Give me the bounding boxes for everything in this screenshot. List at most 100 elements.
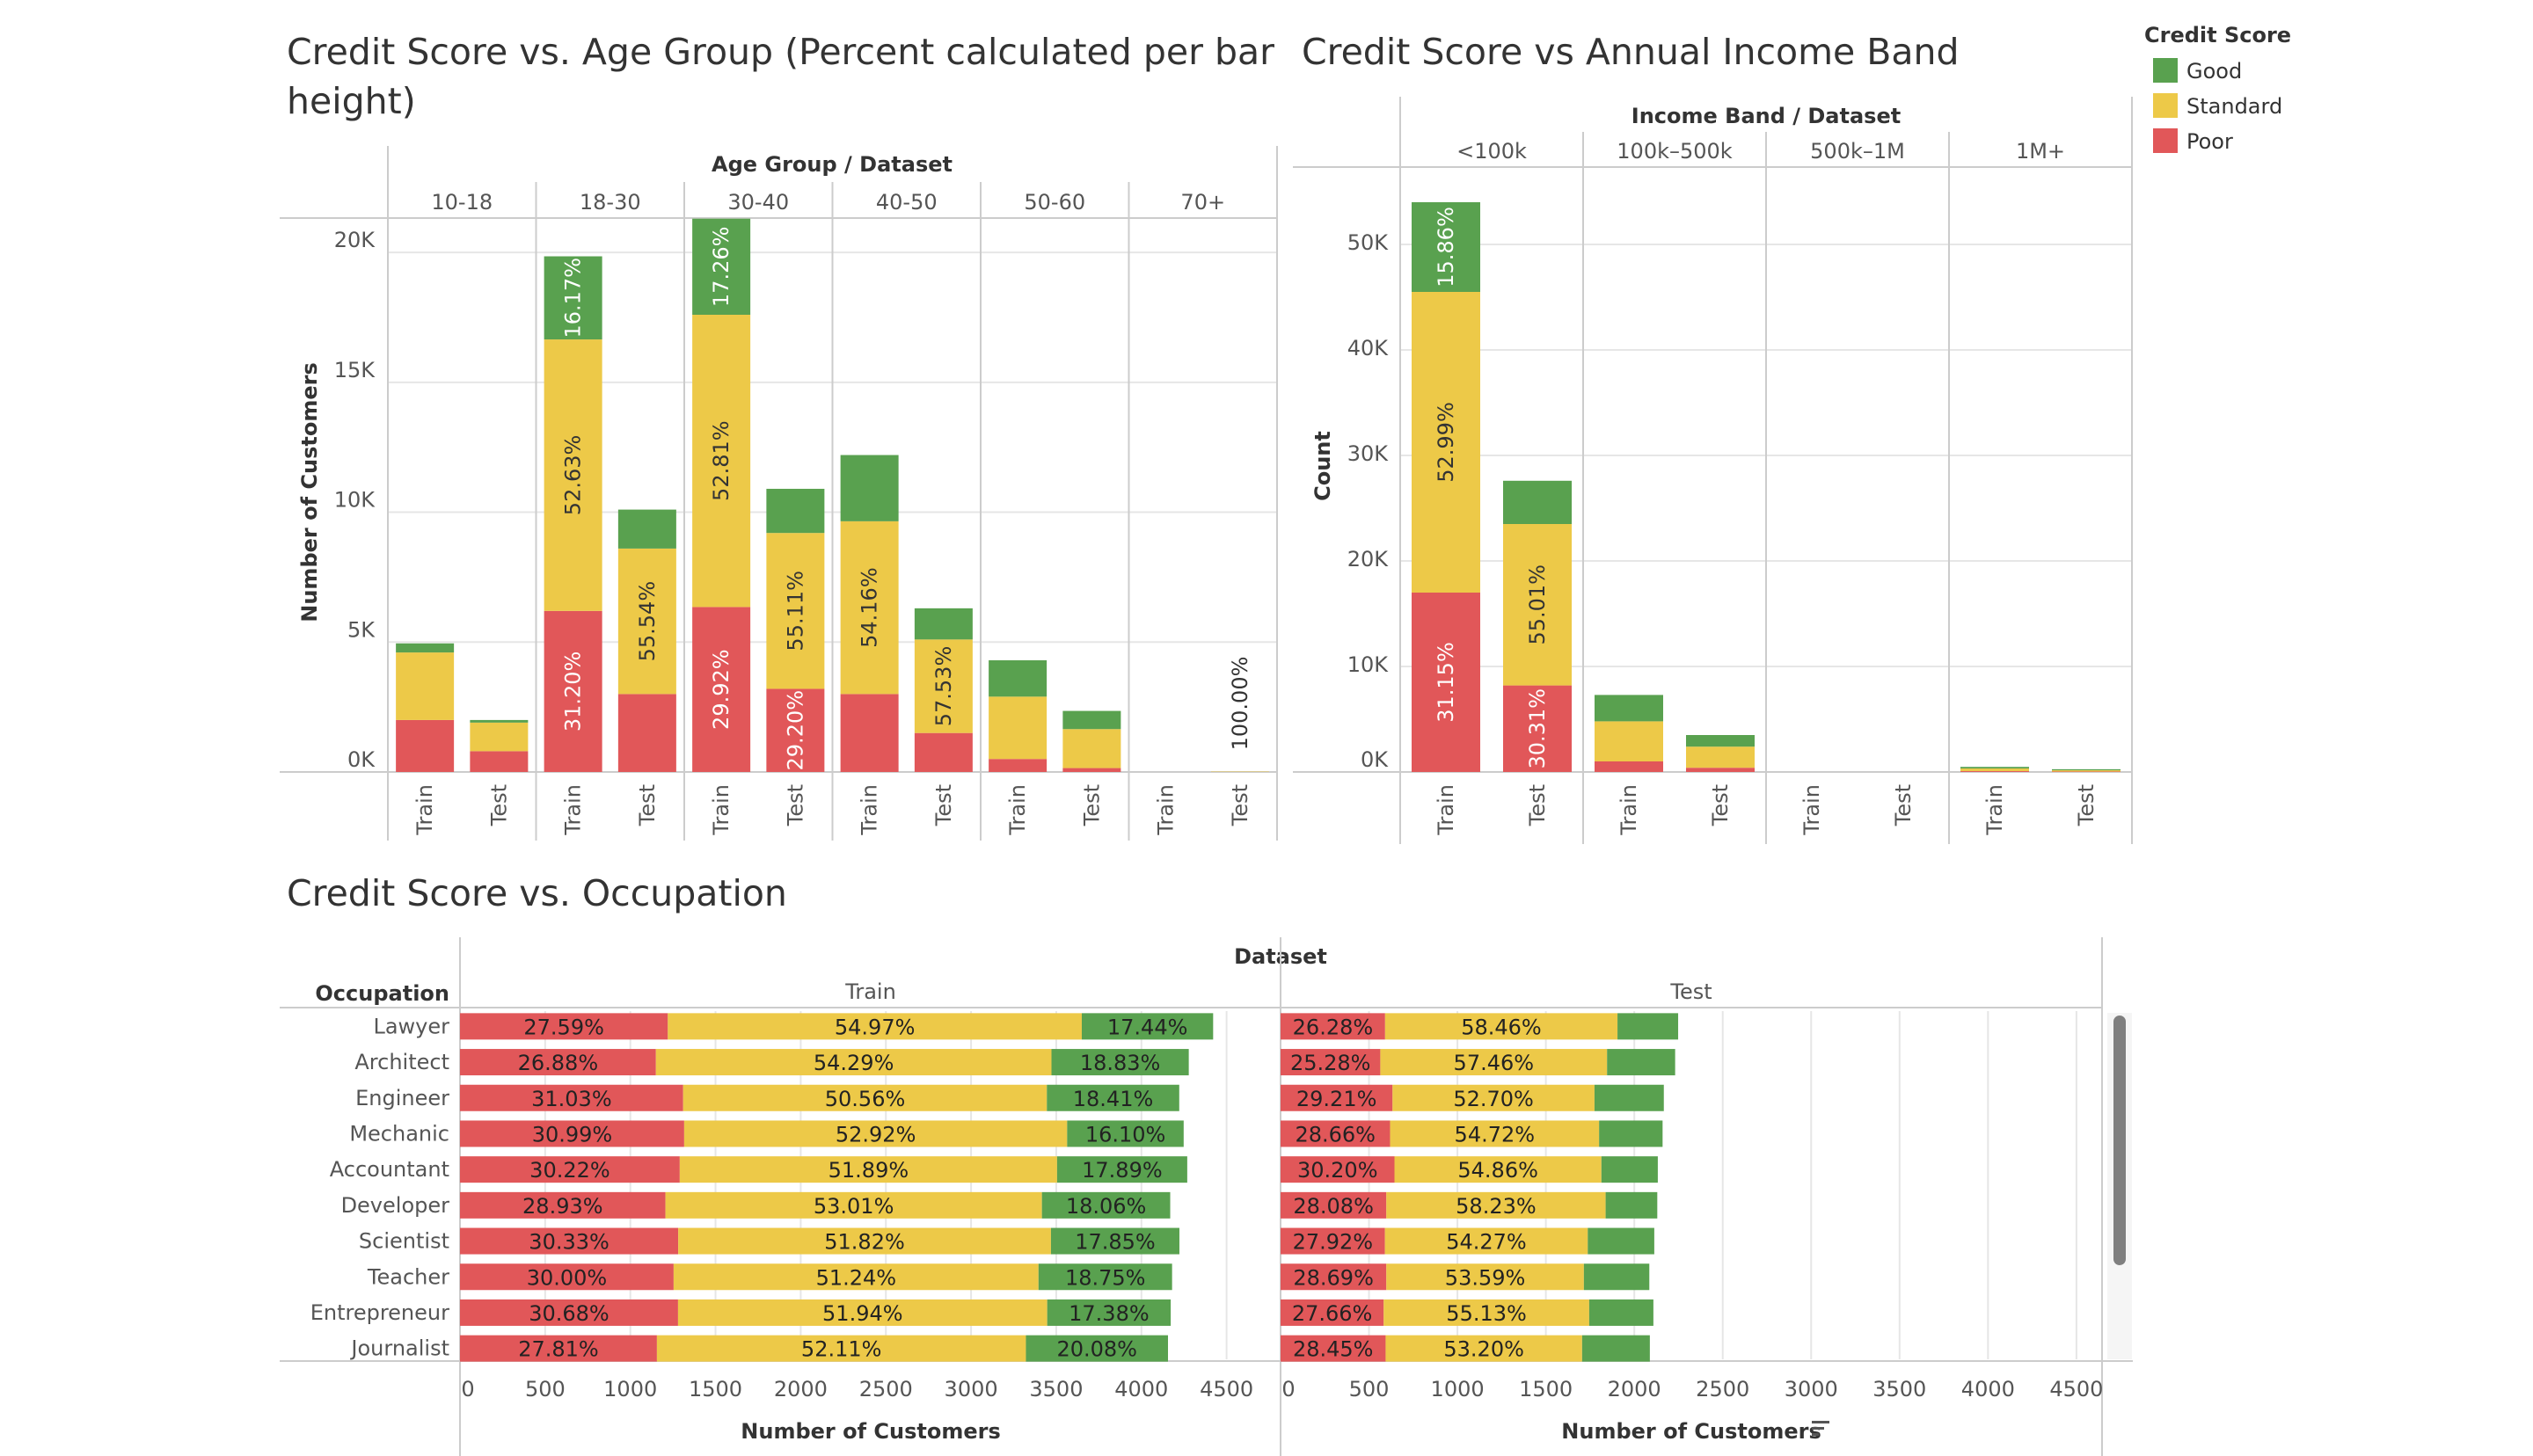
- bar-segment-good[interactable]: [1601, 1156, 1658, 1183]
- bar-segment-good[interactable]: [840, 455, 899, 521]
- bar-segment-poor[interactable]: [1595, 761, 1663, 772]
- bar-segment-good[interactable]: [1056, 1156, 1187, 1183]
- bar-segment-good[interactable]: [1050, 1227, 1179, 1255]
- bar-segment-standard[interactable]: [396, 652, 455, 720]
- bar-segment-good[interactable]: [470, 719, 529, 723]
- bar-segment-good[interactable]: [1617, 1013, 1679, 1040]
- bar-segment-poor[interactable]: [989, 759, 1048, 772]
- bar-segment-good[interactable]: [914, 608, 973, 640]
- bar-segment-poor[interactable]: [396, 719, 455, 772]
- bar-segment-poor[interactable]: [470, 751, 529, 772]
- bar-segment-good[interactable]: [1686, 735, 1755, 747]
- bar-segment-standard[interactable]: [1386, 1263, 1584, 1291]
- bar-segment-poor[interactable]: [617, 694, 676, 772]
- bar-segment-good[interactable]: [1047, 1084, 1179, 1111]
- bar-segment-poor[interactable]: [1281, 1084, 1393, 1111]
- bar-segment-poor[interactable]: [460, 1049, 656, 1076]
- legend-swatch-poor[interactable]: [2153, 128, 2178, 153]
- bar-segment-poor[interactable]: [460, 1191, 666, 1219]
- bar-segment-poor[interactable]: [1503, 685, 1572, 772]
- bar-segment-poor[interactable]: [1281, 1227, 1385, 1255]
- bar-segment-good[interactable]: [1047, 1299, 1172, 1326]
- bar-segment-poor[interactable]: [1960, 771, 2029, 772]
- bar-segment-standard[interactable]: [914, 639, 973, 733]
- bar-segment-poor[interactable]: [1281, 1263, 1387, 1291]
- bar-segment-good[interactable]: [1607, 1049, 1675, 1076]
- bar-segment-poor[interactable]: [1281, 1191, 1387, 1219]
- bar-segment-standard[interactable]: [1384, 1013, 1618, 1040]
- bar-segment-standard[interactable]: [2052, 770, 2121, 772]
- bar-segment-standard[interactable]: [1394, 1156, 1602, 1183]
- bar-segment-standard[interactable]: [840, 521, 899, 695]
- bar-segment-standard[interactable]: [677, 1299, 1048, 1326]
- legend-swatch-good[interactable]: [2153, 58, 2178, 83]
- bar-segment-standard[interactable]: [617, 548, 676, 695]
- bar-segment-poor[interactable]: [460, 1299, 678, 1326]
- bar-segment-poor[interactable]: [1281, 1120, 1391, 1147]
- bar-segment-good[interactable]: [1051, 1049, 1189, 1076]
- bar-segment-good[interactable]: [2052, 768, 2121, 771]
- bar-segment-poor[interactable]: [460, 1156, 680, 1183]
- bar-segment-good[interactable]: [617, 509, 676, 549]
- bar-segment-standard[interactable]: [1392, 1084, 1595, 1111]
- bar-segment-good[interactable]: [1081, 1013, 1214, 1040]
- bar-segment-poor[interactable]: [1281, 1299, 1384, 1326]
- bar-segment-good[interactable]: [1588, 1299, 1653, 1326]
- bar-segment-poor[interactable]: [460, 1263, 674, 1291]
- bar-segment-poor[interactable]: [1281, 1335, 1386, 1362]
- bar-segment-good[interactable]: [1605, 1191, 1658, 1219]
- bar-segment-standard[interactable]: [692, 315, 751, 608]
- bar-segment-standard[interactable]: [1412, 292, 1480, 593]
- bar-segment-good[interactable]: [1067, 1120, 1184, 1147]
- bar-segment-standard[interactable]: [989, 696, 1048, 760]
- bar-segment-standard[interactable]: [665, 1191, 1042, 1219]
- bar-segment-good[interactable]: [1588, 1227, 1654, 1255]
- legend-swatch-standard[interactable]: [2153, 93, 2178, 118]
- bar-segment-poor[interactable]: [1281, 1049, 1381, 1076]
- bar-segment-poor[interactable]: [1281, 1013, 1385, 1040]
- bar-segment-good[interactable]: [544, 256, 602, 340]
- bar-segment-good[interactable]: [1412, 202, 1480, 292]
- bar-segment-standard[interactable]: [1384, 1227, 1588, 1255]
- sort-icon[interactable]: [1812, 1421, 1829, 1436]
- bar-segment-poor[interactable]: [766, 688, 825, 772]
- bar-segment-standard[interactable]: [668, 1013, 1082, 1040]
- bar-segment-good[interactable]: [1583, 1263, 1650, 1291]
- bar-segment-standard[interactable]: [1960, 768, 2029, 772]
- bar-segment-standard[interactable]: [544, 339, 602, 611]
- bar-segment-poor[interactable]: [460, 1120, 684, 1147]
- bar-segment-good[interactable]: [1038, 1263, 1172, 1291]
- bar-segment-standard[interactable]: [678, 1227, 1051, 1255]
- bar-segment-standard[interactable]: [1686, 746, 1755, 768]
- bar-segment-standard[interactable]: [683, 1084, 1048, 1111]
- bar-segment-good[interactable]: [1595, 695, 1663, 722]
- bar-segment-standard[interactable]: [655, 1049, 1052, 1076]
- bar-segment-standard[interactable]: [470, 722, 529, 752]
- bar-segment-good[interactable]: [989, 659, 1048, 697]
- bar-segment-good[interactable]: [1599, 1120, 1663, 1147]
- bar-segment-good[interactable]: [396, 643, 455, 653]
- bar-segment-poor[interactable]: [692, 607, 751, 772]
- bar-segment-standard[interactable]: [1390, 1120, 1600, 1147]
- bar-segment-poor[interactable]: [1281, 1156, 1395, 1183]
- bar-segment-good[interactable]: [1062, 710, 1121, 730]
- bar-segment-standard[interactable]: [1386, 1191, 1606, 1219]
- bar-segment-poor[interactable]: [840, 694, 899, 772]
- bar-segment-standard[interactable]: [1503, 524, 1572, 686]
- bar-segment-poor[interactable]: [1062, 768, 1121, 772]
- bar-segment-good[interactable]: [1594, 1084, 1664, 1111]
- bar-segment-standard[interactable]: [1595, 721, 1663, 761]
- bar-segment-poor[interactable]: [914, 732, 973, 772]
- bar-segment-standard[interactable]: [1383, 1299, 1589, 1326]
- bar-segment-poor[interactable]: [1412, 593, 1480, 772]
- bar-segment-poor[interactable]: [460, 1084, 683, 1111]
- scrollbar-thumb[interactable]: [2113, 1016, 2126, 1265]
- bar-segment-poor[interactable]: [460, 1227, 679, 1255]
- bar-segment-poor[interactable]: [544, 610, 602, 772]
- bar-segment-standard[interactable]: [683, 1120, 1068, 1147]
- bar-segment-standard[interactable]: [1062, 729, 1121, 768]
- bar-segment-standard[interactable]: [1385, 1335, 1582, 1362]
- bar-segment-poor[interactable]: [1686, 768, 1755, 772]
- bar-segment-good[interactable]: [1581, 1335, 1650, 1362]
- bar-segment-standard[interactable]: [679, 1156, 1057, 1183]
